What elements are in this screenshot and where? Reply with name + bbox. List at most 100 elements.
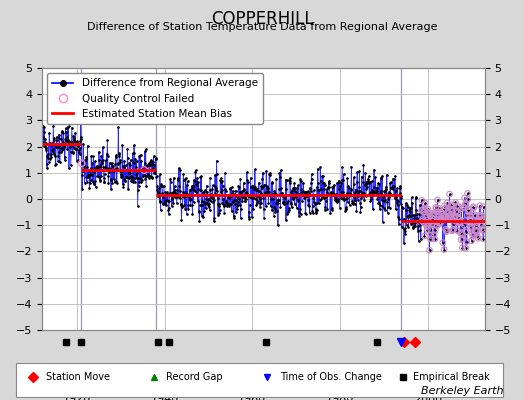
- Point: [421, 206, 429, 212]
- Point: [444, 210, 453, 216]
- Point: [461, 195, 469, 201]
- Point: [428, 210, 436, 216]
- Point: [471, 227, 479, 234]
- Point: [464, 209, 473, 215]
- Point: [442, 214, 450, 220]
- Point: [466, 216, 474, 222]
- Point: [445, 213, 453, 220]
- Point: [435, 220, 444, 227]
- Point: [456, 218, 464, 225]
- Point: [420, 209, 428, 215]
- Point: [473, 233, 481, 239]
- Point: [447, 207, 456, 214]
- Point: [441, 216, 449, 222]
- Point: [423, 226, 432, 233]
- Point: [466, 218, 475, 224]
- Point: [458, 230, 466, 237]
- Point: [453, 214, 462, 220]
- Point: [437, 216, 445, 222]
- Point: [435, 220, 444, 226]
- Point: [446, 214, 454, 221]
- Point: [442, 228, 451, 235]
- Point: [436, 210, 445, 217]
- Point: [430, 222, 439, 228]
- Point: [480, 228, 488, 234]
- Point: [457, 224, 466, 230]
- Point: [425, 210, 433, 216]
- Point: [470, 204, 478, 211]
- Point: [460, 205, 468, 211]
- Point: [469, 204, 477, 210]
- Point: [436, 220, 444, 226]
- Point: [472, 227, 481, 234]
- Point: [443, 216, 452, 222]
- Point: [463, 190, 472, 197]
- Point: [431, 227, 440, 234]
- Point: [423, 220, 432, 227]
- Point: [451, 214, 459, 220]
- Point: [440, 246, 449, 253]
- Point: [420, 233, 429, 239]
- Point: [439, 213, 447, 220]
- Point: [471, 212, 479, 218]
- Point: [463, 238, 471, 245]
- Point: [417, 207, 425, 214]
- Point: [418, 218, 427, 224]
- Point: [450, 226, 458, 232]
- Point: [429, 218, 437, 224]
- Point: [439, 239, 447, 246]
- Point: [421, 200, 429, 206]
- Point: [465, 212, 474, 219]
- Point: [434, 205, 443, 212]
- Point: [452, 218, 461, 225]
- Point: [467, 223, 475, 230]
- Point: [446, 206, 455, 212]
- Point: [468, 230, 476, 237]
- Point: [455, 216, 464, 223]
- Point: [434, 211, 442, 218]
- Point: [422, 212, 430, 218]
- Point: [429, 216, 438, 222]
- Point: [479, 236, 487, 242]
- Point: [463, 212, 472, 218]
- Point: [467, 238, 476, 244]
- Point: [468, 233, 477, 240]
- Point: [425, 247, 434, 253]
- Point: [432, 219, 441, 225]
- Text: Empirical Break: Empirical Break: [413, 372, 489, 382]
- Point: [472, 213, 480, 220]
- Point: [428, 221, 436, 228]
- Point: [479, 227, 487, 234]
- Point: [458, 232, 467, 238]
- Point: [452, 208, 461, 214]
- Point: [475, 214, 484, 220]
- Point: [440, 206, 448, 212]
- Point: [458, 244, 466, 251]
- Point: [430, 211, 439, 217]
- Text: Station Move: Station Move: [46, 372, 110, 382]
- Point: [457, 206, 465, 212]
- Point: [427, 226, 435, 233]
- Point: [465, 206, 473, 213]
- Point: [461, 202, 469, 208]
- Point: [477, 212, 486, 218]
- Point: [444, 215, 452, 222]
- Point: [474, 218, 483, 224]
- Point: [453, 228, 462, 234]
- Point: [426, 236, 434, 242]
- Point: [427, 232, 435, 239]
- Point: [443, 200, 451, 206]
- Point: [464, 206, 473, 213]
- Point: [479, 204, 488, 210]
- Point: [430, 232, 438, 238]
- Point: [469, 220, 477, 226]
- Point: [465, 207, 474, 213]
- Point: [440, 202, 449, 209]
- Text: COPPERHILL: COPPERHILL: [211, 10, 313, 28]
- Point: [456, 220, 464, 226]
- Point: [433, 222, 441, 228]
- Point: [445, 214, 453, 221]
- Point: [445, 191, 454, 197]
- Point: [478, 226, 487, 232]
- Point: [457, 237, 465, 243]
